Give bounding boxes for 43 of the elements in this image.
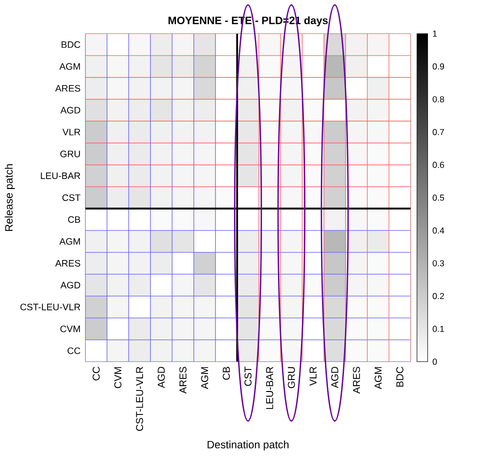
x-tick-label: ARES xyxy=(352,366,360,394)
x-tick-label: AGM xyxy=(201,367,208,390)
x-tick-label: CST xyxy=(244,366,252,386)
x-tick-label: BDC xyxy=(396,366,404,387)
y-tick-label: CC xyxy=(68,347,80,354)
x-tick-label: CB xyxy=(222,366,230,380)
color-bar-label: 0.7 xyxy=(432,129,444,136)
color-bar-label: 0.6 xyxy=(432,162,444,168)
color-bar-label: 0.5 xyxy=(432,194,444,201)
color-bar-label: 0.8 xyxy=(432,96,444,102)
x-axis-title: Destination patch xyxy=(208,440,289,450)
y-tick-label: AGD xyxy=(60,106,80,114)
y-tick-label: AGM xyxy=(59,238,80,245)
x-tick-label: VLR xyxy=(310,366,317,386)
color-bar-label: 0.1 xyxy=(432,326,444,332)
x-tick-label: CVM xyxy=(114,367,122,388)
color-bar-label: 0.3 xyxy=(432,260,444,266)
y-tick-label: GRU xyxy=(60,150,80,158)
y-tick-label: LEU-BAR xyxy=(40,172,80,180)
x-tick-label: AGM xyxy=(374,367,382,390)
y-tick-label: VLR xyxy=(62,128,80,136)
y-tick-label: CST xyxy=(62,194,80,201)
y-tick-label: AGM xyxy=(59,63,80,70)
color-bar-label: 1 xyxy=(433,30,437,37)
x-tick-label: ARES xyxy=(179,366,186,394)
y-tick-label: CST-LEU-VLR xyxy=(20,304,80,310)
y-axis-title: Release patch xyxy=(4,164,15,231)
y-tick-label: CB xyxy=(68,216,80,223)
y-tick-label: AGD xyxy=(60,282,80,288)
color-bar-label: 0 xyxy=(432,358,437,365)
x-tick-label: LEU-BAR xyxy=(266,366,274,409)
y-tick-label: ARES xyxy=(55,85,80,92)
x-tick-label: AGD xyxy=(331,366,338,388)
color-bar-label: 0.9 xyxy=(432,63,444,70)
x-tick-label: AGD xyxy=(158,366,165,388)
y-tick-label: ARES xyxy=(55,260,80,267)
color-bar-label: 0.4 xyxy=(432,227,444,234)
y-tick-label: CVM xyxy=(60,326,80,332)
x-tick-label: CC xyxy=(92,366,100,380)
y-tick-label: BDC xyxy=(62,41,80,48)
x-tick-label: GRU xyxy=(288,367,295,388)
color-bar-label: 0.2 xyxy=(432,293,444,300)
x-tick-label: CST-LEU-VLR xyxy=(136,366,144,431)
